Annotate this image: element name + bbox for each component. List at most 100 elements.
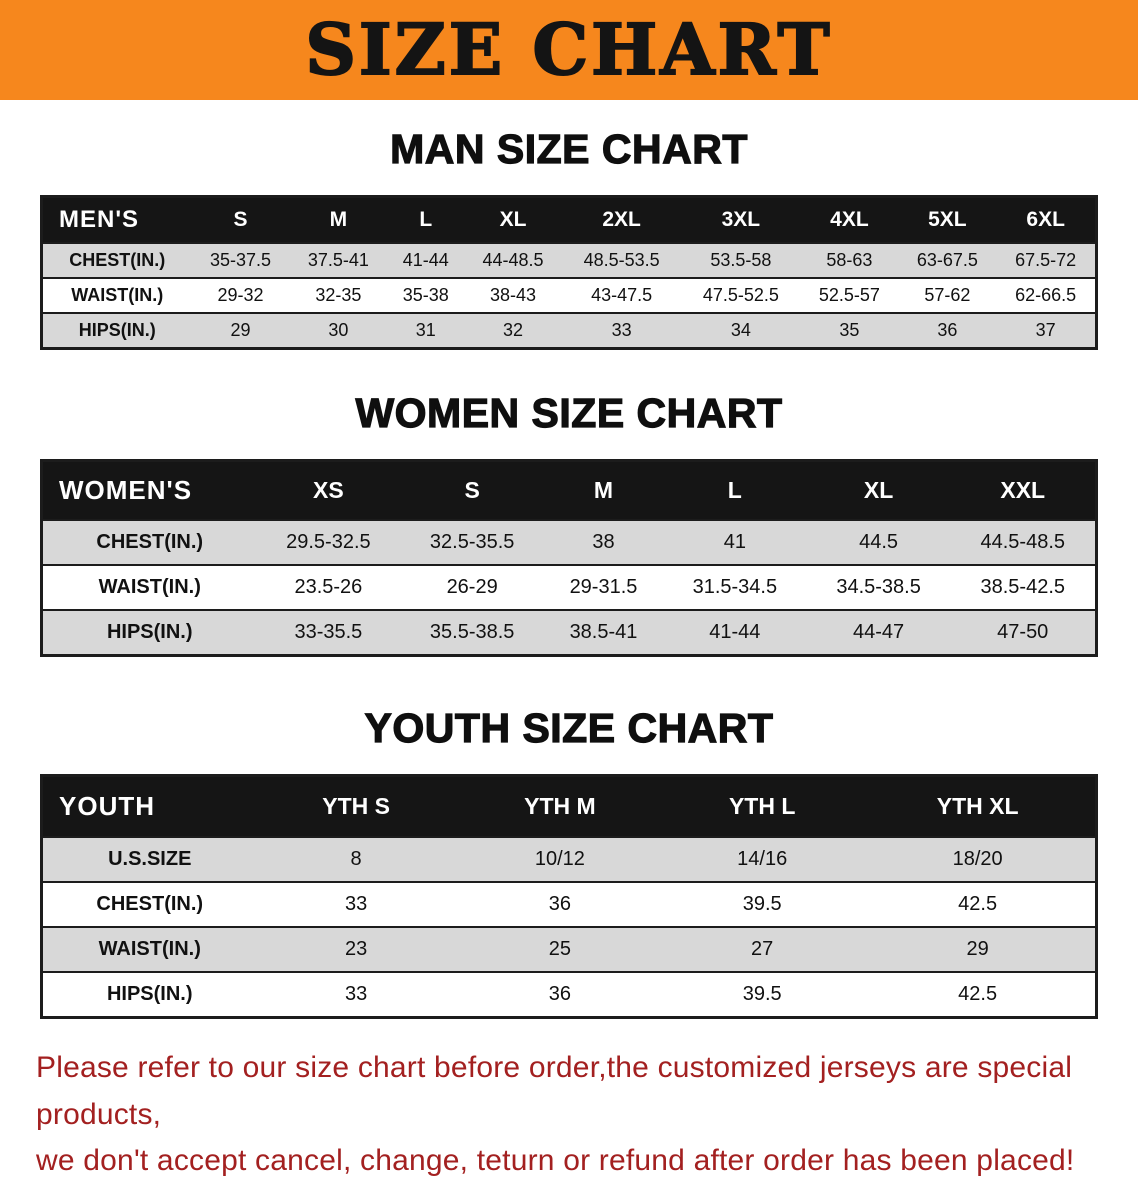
table-row: HIPS(IN.) 33-35.5 35.5-38.5 38.5-41 41-44 44-… bbox=[41, 610, 1097, 656]
table-row: CHEST(IN.) 33 36 39.5 42.5 bbox=[41, 882, 1097, 927]
measurement-value: 35 bbox=[839, 320, 860, 340]
measurement-value: 31 bbox=[415, 320, 436, 340]
table-row: WAIST(IN.) 23.5-26 26-29 29-31.5 31.5-34.5 34… bbox=[41, 565, 1097, 610]
measurement-value: 37.5-41 bbox=[307, 250, 369, 270]
size-column-header: M bbox=[289, 196, 388, 243]
measurement-value: 35.5-38.5 bbox=[429, 621, 515, 643]
size-column-header: YTH L bbox=[664, 775, 861, 837]
men-section: MAN SIZE CHART MEN'S S M L XL 2XL 3XL 4XL 5XL 6XL… bbox=[0, 125, 1138, 350]
table-header-row: MEN'S S M L XL 2XL 3XL 4XL 5XL 6XL bbox=[41, 196, 1097, 243]
measurement-value: 29-32 bbox=[217, 285, 264, 305]
page-title: SIZE CHART bbox=[304, 8, 833, 91]
disclaimer-line-1: Please refer to our size chart before or… bbox=[36, 1051, 1073, 1131]
youth-section-heading: YOUTH SIZE CHART bbox=[364, 704, 774, 751]
size-column-header: 6XL bbox=[996, 196, 1097, 243]
size-column-header: XS bbox=[256, 460, 401, 520]
size-column-header: L bbox=[662, 460, 807, 520]
measurement-value: 34 bbox=[730, 320, 751, 340]
measurement-value: 41-44 bbox=[709, 621, 761, 643]
women-section: WOMEN SIZE CHART WOMEN'S XS S M L XL XXL CHEST(… bbox=[0, 389, 1138, 657]
table-row: HIPS(IN.) 29 30 31 32 33 34 35 36 37 bbox=[41, 313, 1097, 349]
measurement-value: 25 bbox=[548, 938, 572, 960]
women-section-heading: WOMEN SIZE CHART bbox=[355, 389, 783, 436]
size-column-header: L bbox=[387, 196, 465, 243]
measurement-value: 26-29 bbox=[446, 576, 498, 598]
measurement-value: 8 bbox=[350, 848, 362, 870]
measurement-value: 39.5 bbox=[742, 893, 782, 915]
measurement-label: HIPS(IN.) bbox=[106, 621, 193, 643]
measurement-value: 23.5-26 bbox=[294, 576, 363, 598]
banner: SIZE CHART bbox=[0, 0, 1138, 100]
measurement-label: WAIST(IN.) bbox=[98, 576, 201, 598]
measurement-value: 62-66.5 bbox=[1015, 285, 1077, 305]
size-column-header: XXL bbox=[950, 460, 1097, 520]
measurement-value: 57-62 bbox=[924, 285, 971, 305]
measurement-value: 34.5-38.5 bbox=[836, 576, 921, 598]
measurement-value: 35-38 bbox=[402, 285, 449, 305]
table-corner-label: MEN'S bbox=[41, 196, 192, 243]
measurement-value: 33 bbox=[344, 893, 368, 915]
measurement-value: 33 bbox=[611, 320, 632, 340]
size-column-header: YTH S bbox=[256, 775, 456, 837]
measurement-value: 42.5 bbox=[958, 893, 998, 915]
measurement-value: 44.5 bbox=[859, 531, 899, 553]
size-column-header: YTH XL bbox=[860, 775, 1097, 837]
measurement-value: 29 bbox=[230, 320, 251, 340]
youth-section: YOUTH SIZE CHART YOUTH YTH S YTH M YTH L YTH… bbox=[0, 704, 1138, 1019]
measurement-value: 35-37.5 bbox=[209, 250, 271, 270]
measurement-label: WAIST(IN.) bbox=[98, 938, 201, 960]
measurement-value: 47.5-52.5 bbox=[702, 285, 779, 305]
measurement-label: WAIST(IN.) bbox=[71, 285, 164, 305]
measurement-value: 53.5-58 bbox=[710, 250, 772, 270]
measurement-value: 44-48.5 bbox=[482, 250, 544, 270]
measurement-label: U.S.SIZE bbox=[108, 848, 192, 870]
size-column-header: S bbox=[191, 196, 290, 243]
measurement-value: 52.5-57 bbox=[818, 285, 880, 305]
size-column-header: M bbox=[544, 460, 663, 520]
youth-size-table: YOUTH YTH S YTH M YTH L YTH XL U.S.SIZE 8 10/12… bbox=[40, 774, 1098, 1019]
table-row: CHEST(IN.) 35-37.5 37.5-41 41-44 44-48.5 48.5… bbox=[41, 243, 1097, 278]
measurement-value: 38.5-42.5 bbox=[980, 576, 1065, 598]
disclaimer: Please refer to our size chart before or… bbox=[0, 1045, 1138, 1185]
table-corner-label: YOUTH bbox=[41, 775, 257, 837]
measurement-value: 38.5-41 bbox=[569, 621, 638, 643]
size-column-header: 4XL bbox=[800, 196, 899, 243]
women-size-table: WOMEN'S XS S M L XL XXL CHEST(IN.) 29.5-32.5 32.5… bbox=[40, 459, 1098, 657]
table-row: HIPS(IN.) 33 36 39.5 42.5 bbox=[41, 972, 1097, 1018]
measurement-value: 67.5-72 bbox=[1015, 250, 1077, 270]
disclaimer-line-2: we don't accept cancel, change, teturn o… bbox=[36, 1144, 1075, 1177]
measurement-value: 37 bbox=[1035, 320, 1056, 340]
table-row: WAIST(IN.) 29-32 32-35 35-38 38-43 43-47.5 47.… bbox=[41, 278, 1097, 313]
size-column-header: 3XL bbox=[681, 196, 801, 243]
measurement-value: 32 bbox=[503, 320, 524, 340]
measurement-value: 44-47 bbox=[853, 621, 905, 643]
table-row: U.S.SIZE 8 10/12 14/16 18/20 bbox=[41, 837, 1097, 882]
measurement-value: 58-63 bbox=[826, 250, 873, 270]
measurement-value: 29.5-32.5 bbox=[286, 531, 371, 553]
table-header-row: WOMEN'S XS S M L XL XXL bbox=[41, 460, 1097, 520]
table-row: CHEST(IN.) 29.5-32.5 32.5-35.5 38 41 44.5 44.5… bbox=[41, 520, 1097, 565]
measurement-value: 63-67.5 bbox=[916, 250, 978, 270]
measurement-value: 10/12 bbox=[534, 848, 585, 870]
measurement-value: 33 bbox=[344, 983, 368, 1005]
size-column-header: 2XL bbox=[562, 196, 682, 243]
men-section-heading: MAN SIZE CHART bbox=[390, 125, 748, 172]
size-column-header: YTH M bbox=[455, 775, 665, 837]
measurement-value: 41-44 bbox=[402, 250, 449, 270]
measurement-value: 31.5-34.5 bbox=[692, 576, 778, 598]
measurement-value: 44.5-48.5 bbox=[980, 531, 1065, 553]
measurement-value: 36 bbox=[548, 983, 572, 1005]
measurement-value: 39.5 bbox=[742, 983, 782, 1005]
table-header-row: YOUTH YTH S YTH M YTH L YTH XL bbox=[41, 775, 1097, 837]
measurement-value: 23 bbox=[344, 938, 368, 960]
men-size-table: MEN'S S M L XL 2XL 3XL 4XL 5XL 6XL CHEST(IN.) 35-37… bbox=[40, 195, 1098, 350]
measurement-value: 33-35.5 bbox=[294, 621, 363, 643]
table-corner-label: WOMEN'S bbox=[41, 460, 257, 520]
measurement-value: 36 bbox=[548, 893, 572, 915]
measurement-value: 42.5 bbox=[958, 983, 998, 1005]
measurement-value: 47-50 bbox=[997, 621, 1049, 643]
measurement-value: 14/16 bbox=[737, 848, 788, 870]
measurement-value: 43-47.5 bbox=[591, 285, 653, 305]
size-column-header: S bbox=[400, 460, 545, 520]
